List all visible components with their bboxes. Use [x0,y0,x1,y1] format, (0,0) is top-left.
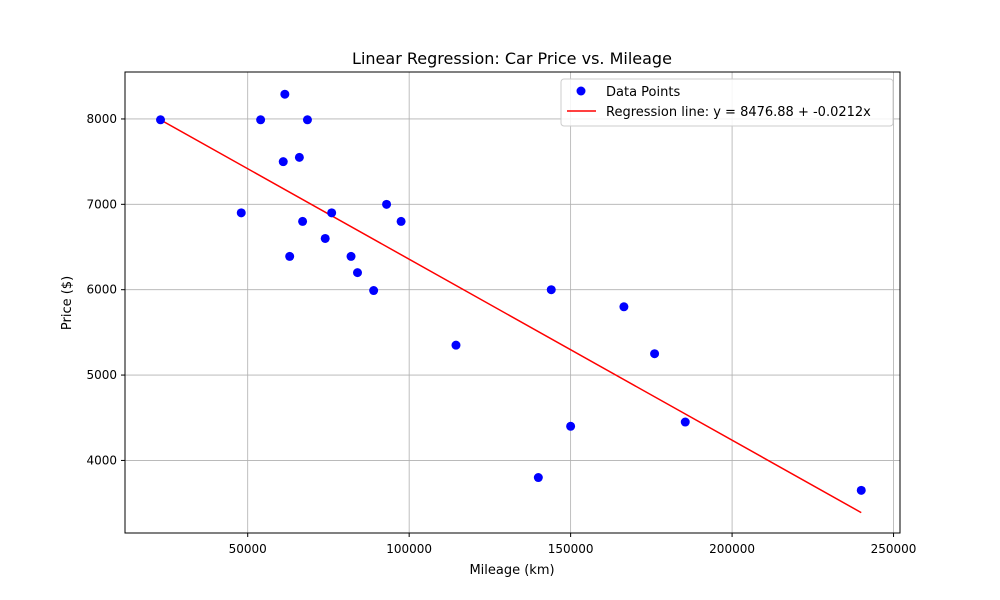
points-layer [156,89,866,495]
x-axis-label: Mileage (km) [469,563,554,578]
y-tick-label: 5000 [86,368,117,382]
data-point [619,302,629,312]
data-point [302,115,312,125]
data-point [280,89,290,99]
data-point [566,421,576,431]
data-point [346,251,356,261]
data-point [369,286,379,296]
data-point [156,115,166,125]
data-point [650,349,660,359]
legend-marker-data-points [576,86,586,96]
data-point [856,485,866,495]
data-point [546,285,556,295]
x-tick-label: 250000 [871,542,917,556]
x-axis-ticks: 50000 100000 150000 200000 250000 [229,533,917,556]
legend-label-data-points: Data Points [606,85,680,100]
data-point [285,251,295,261]
data-point [256,115,266,125]
y-tick-label: 4000 [86,453,117,467]
data-point [298,216,308,226]
data-point [451,340,461,350]
data-point [236,208,246,218]
plot-frame [124,71,901,534]
chart-title: Linear Regression: Car Price vs. Mileage [352,49,672,68]
x-tick-label: 50000 [229,542,267,556]
y-tick-label: 8000 [86,112,117,126]
x-tick-label: 100000 [386,542,432,556]
x-tick-label: 200000 [709,542,755,556]
data-point [533,473,543,483]
y-tick-label: 7000 [86,197,117,211]
data-point [278,157,288,167]
y-axis-label: Price ($) [60,276,75,330]
legend: Data Points Regression line: y = 8476.88… [560,78,894,127]
data-point [353,268,362,278]
regression-line [160,119,862,514]
y-tick-label: 6000 [86,283,117,297]
data-point [382,199,392,209]
x-tick-label: 150000 [548,542,594,556]
legend-label-regression: Regression line: y = 8476.88 + -0.0212x [606,105,871,120]
y-axis-ticks: 4000 5000 6000 7000 8000 [86,112,125,467]
data-point [396,216,406,226]
data-point [680,417,690,427]
legend-box [560,78,894,127]
data-point [294,152,304,162]
regression-layer [160,119,862,514]
data-point [327,208,337,218]
data-point [320,233,330,243]
